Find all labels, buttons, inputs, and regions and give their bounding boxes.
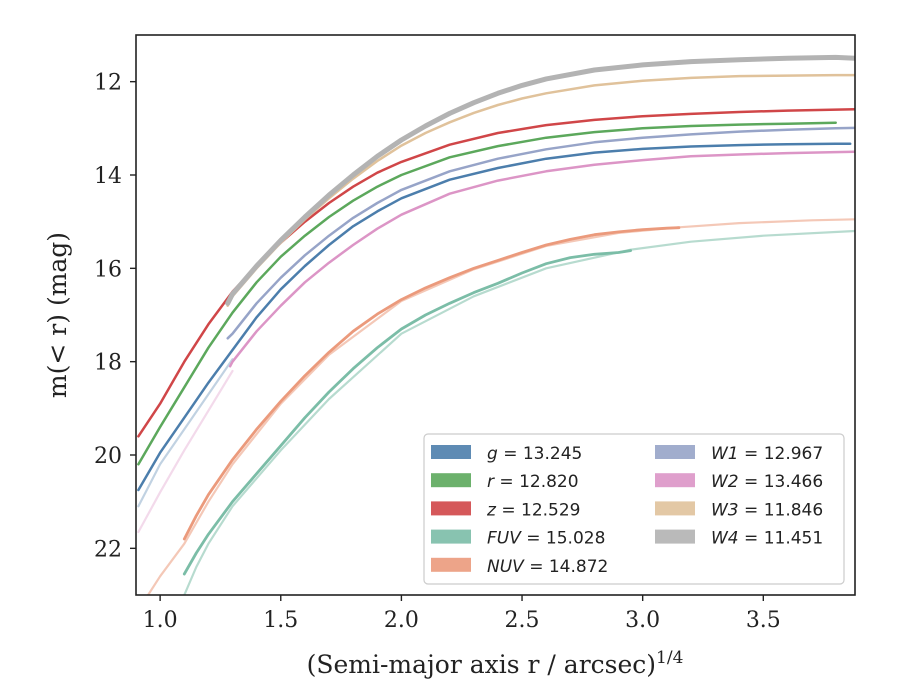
- legend-equals: =: [739, 529, 764, 549]
- plot-frame: [135, 34, 856, 596]
- legend-swatch-w2: [655, 473, 695, 488]
- legend-box: [423, 433, 845, 585]
- series-line-g: [137, 142, 852, 492]
- x-tick-label: 2.5: [505, 608, 540, 633]
- legend-band: W1: [711, 444, 739, 464]
- series-line-r: [137, 121, 837, 466]
- legend-label-w2: W2 = 13.466: [711, 472, 823, 492]
- legend-entry-fuv: FUV = 15.028: [431, 529, 605, 549]
- legend-value: 12.529: [521, 500, 580, 520]
- legend-equals: =: [524, 557, 549, 577]
- series-line-z: [137, 107, 855, 438]
- legend: g = 13.245 r = 12.820 z = 12.529 FUV = 15.0…: [423, 433, 845, 585]
- legend-band: r: [487, 472, 495, 492]
- legend-band: NUV: [487, 557, 525, 577]
- legend-swatch-w4: [655, 529, 695, 544]
- y-tick-label: 14: [94, 164, 122, 189]
- axis-ticks: 1.0 1.5 2.0 2.5 3.0 3.5 12 14 16 18 20 22: [94, 71, 781, 633]
- series-faint-line-fuv: [183, 229, 855, 595]
- legend-band: FUV: [487, 529, 522, 549]
- legend-value: 11.846: [764, 500, 823, 520]
- x-axis-label: (Semi-major axis r / arcsec)1/4: [307, 648, 684, 679]
- x-tick-label: 1.0: [143, 608, 178, 633]
- legend-value: 13.466: [764, 472, 823, 492]
- legend-band: g: [487, 444, 498, 464]
- series-line-w2: [228, 150, 855, 368]
- legend-label-nuv: NUV = 14.872: [487, 557, 608, 577]
- legend-equals: =: [498, 444, 523, 464]
- legend-band: W4: [711, 529, 739, 549]
- y-tick-label: 12: [94, 71, 122, 96]
- y-tick-label: 16: [94, 257, 122, 282]
- y-tick-label: 22: [94, 537, 122, 562]
- legend-swatch-z: [431, 501, 471, 516]
- legend-entry-g: g = 13.245: [431, 444, 582, 464]
- series-faint-line-g: [137, 358, 234, 508]
- series-line-nuv: [182, 226, 681, 541]
- legend-value: 12.820: [519, 472, 578, 492]
- legend-entry-z: z = 12.529: [431, 500, 580, 520]
- legend-value: 15.028: [546, 529, 605, 549]
- legend-label-w4: W4 = 11.451: [711, 529, 823, 549]
- legend-label-w1: W1 = 12.967: [711, 444, 823, 464]
- x-tick-label: 3.5: [746, 608, 781, 633]
- series-line-w1: [226, 126, 855, 340]
- legend-entry-r: r = 12.820: [431, 472, 579, 492]
- legend-equals: =: [496, 500, 521, 520]
- legend-label-g: g = 13.245: [487, 444, 582, 464]
- legend-equals: =: [739, 500, 764, 520]
- legend-entry-w4: W4 = 11.451: [655, 529, 823, 549]
- legend-entry-w2: W2 = 13.466: [655, 472, 823, 492]
- x-tick-label: 2.0: [384, 608, 419, 633]
- x-tick-label: 1.5: [263, 608, 298, 633]
- legend-value: 14.872: [549, 557, 608, 577]
- legend-entry-w3: W3 = 11.846: [655, 500, 823, 520]
- legend-equals: =: [521, 529, 546, 549]
- series-line-fuv: [182, 249, 632, 576]
- y-tick-label: 18: [94, 351, 122, 376]
- legend-value: 11.451: [764, 529, 823, 549]
- legend-entry-nuv: NUV = 14.872: [431, 557, 608, 577]
- legend-swatch-fuv: [431, 529, 471, 544]
- legend-entry-w1: W1 = 12.967: [655, 444, 823, 464]
- x-tick-label: 3.0: [625, 608, 660, 633]
- legend-value: 13.245: [523, 444, 582, 464]
- legend-equals: =: [739, 444, 764, 464]
- legend-label-z: z = 12.529: [486, 500, 580, 520]
- legend-equals: =: [739, 472, 764, 492]
- legend-swatch-w1: [655, 445, 695, 459]
- y-axis-label: m(< r) (mag): [43, 232, 72, 398]
- legend-value: 12.967: [764, 444, 823, 464]
- series-faint-line-w2: [137, 369, 234, 534]
- legend-swatch-r: [431, 473, 471, 488]
- y-tick-label: 20: [94, 444, 122, 469]
- legend-band: W2: [711, 472, 739, 492]
- legend-label-r: r = 12.820: [487, 472, 579, 492]
- legend-label-fuv: FUV = 15.028: [487, 529, 605, 549]
- series-line-w4: [225, 54, 855, 306]
- x-axis-label-text: (Semi-major axis r / arcsec): [307, 650, 656, 679]
- legend-band: W3: [711, 500, 739, 520]
- legend-equals: =: [494, 472, 519, 492]
- legend-swatch-nuv: [431, 557, 471, 572]
- series-layer: [137, 54, 855, 595]
- legend-label-w3: W3 = 11.846: [711, 500, 823, 520]
- legend-swatch-g: [431, 445, 471, 459]
- legend-swatch-w3: [655, 501, 695, 516]
- x-axis-label-superscript: 1/4: [656, 648, 683, 668]
- legend-band: z: [486, 500, 497, 520]
